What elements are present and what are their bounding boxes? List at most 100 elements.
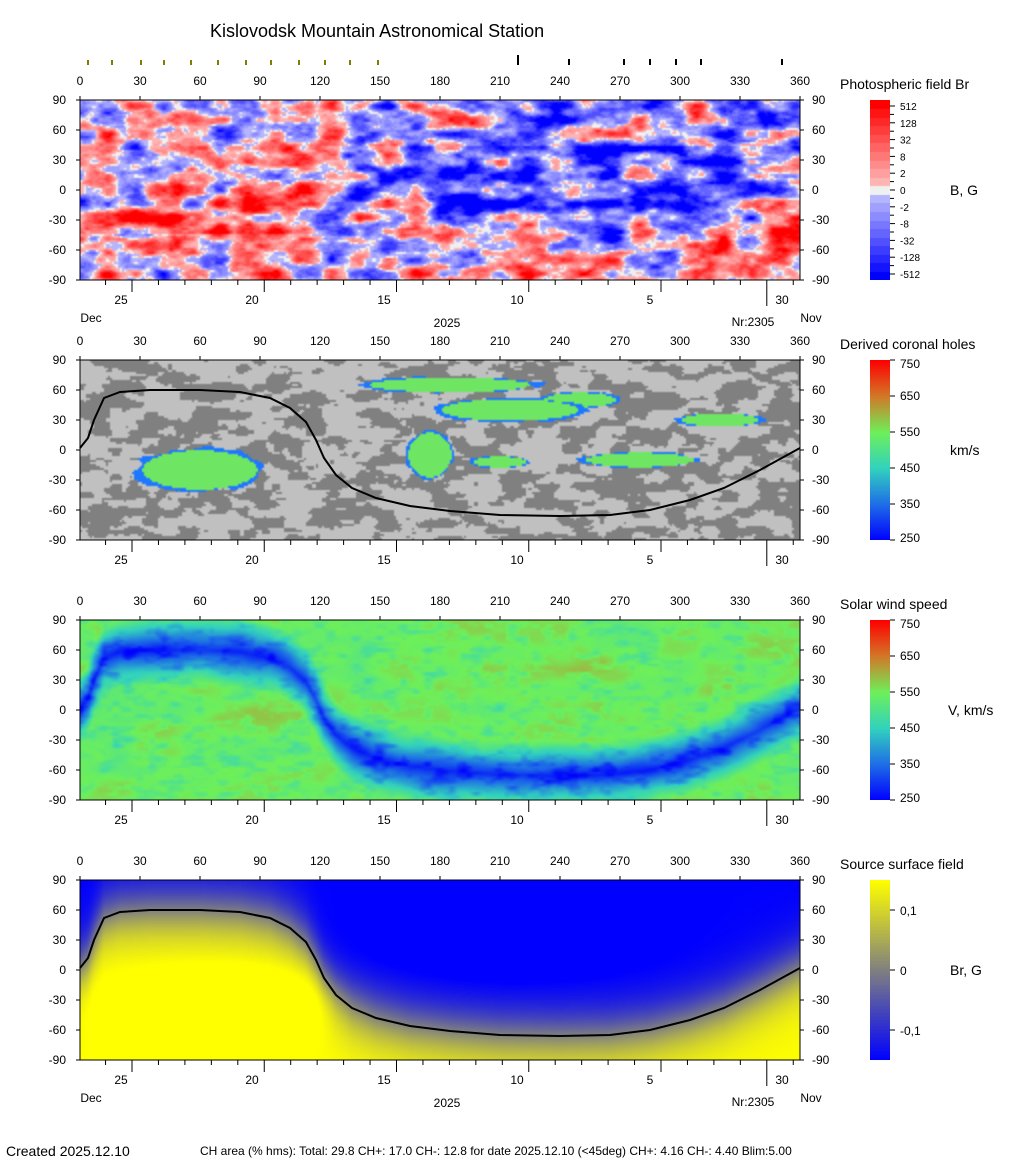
- lat-tick-label-right: -30: [812, 993, 830, 1007]
- lon-tick-label: 150: [370, 594, 390, 608]
- lat-tick-label-right: 60: [812, 383, 826, 397]
- colorbar-tick-label: 750: [900, 357, 920, 371]
- colorbar-tick-label: -2: [900, 203, 909, 214]
- lat-tick-label-left: -30: [49, 473, 67, 487]
- colorbar-tick-label: 512: [900, 102, 917, 113]
- photospheric-heatmap: [80, 100, 800, 280]
- colorbar-tick-label: 350: [900, 757, 920, 771]
- colorbar-tick-label: 250: [900, 531, 920, 545]
- lon-tick-label: 210: [490, 334, 510, 348]
- colorbar-tick-label: 250: [900, 791, 920, 805]
- lat-tick-label-left: -30: [49, 993, 67, 1007]
- lat-tick-label-right: 30: [812, 673, 826, 687]
- lon-tick-label: 300: [670, 74, 690, 88]
- colorbar-tick-label: -128: [900, 253, 920, 264]
- lat-tick-label-right: 30: [812, 933, 826, 947]
- colorbar-tick-label: 650: [900, 649, 920, 663]
- lat-tick-label-left: 90: [53, 873, 67, 887]
- lat-tick-label-right: -90: [812, 1053, 830, 1067]
- lat-tick-label-right: 0: [812, 703, 819, 717]
- colorbar-tick-label: 0: [900, 964, 907, 978]
- lat-tick-label-right: -60: [812, 1023, 830, 1037]
- lon-tick-label: 60: [193, 594, 207, 608]
- day-label: 10: [510, 553, 524, 567]
- day-label: 15: [377, 293, 391, 307]
- lat-tick-label-left: 0: [59, 703, 66, 717]
- colorbar-tick-label: 2: [900, 169, 906, 180]
- lat-tick-label-right: -90: [812, 533, 830, 547]
- colorbar-tick-label: 650: [900, 389, 920, 403]
- lat-tick-label-left: -30: [49, 213, 67, 227]
- lon-tick-label: 120: [310, 334, 330, 348]
- photospheric-frame: [79, 99, 801, 281]
- day-label: 30: [775, 813, 789, 827]
- photospheric-unit-label: B, G: [950, 182, 979, 198]
- colorbar-tick-label: 128: [900, 119, 917, 130]
- solar-wind-unit-label: V, km/s: [948, 702, 994, 718]
- colorbar-tick-label: 550: [900, 425, 920, 439]
- lon-tick-label: 180: [430, 74, 450, 88]
- day-label: 15: [377, 813, 391, 827]
- lon-tick-label: 360: [790, 854, 810, 868]
- lon-tick-label: 360: [790, 334, 810, 348]
- colorbar-tick-label: -512: [900, 270, 920, 281]
- lon-tick-label: 300: [670, 854, 690, 868]
- lat-tick-label-left: -90: [49, 273, 67, 287]
- day-label: 25: [114, 813, 128, 827]
- lon-tick-label: 270: [610, 594, 630, 608]
- lon-tick-label: 240: [550, 74, 570, 88]
- colorbar-tick-label: 0: [900, 186, 906, 197]
- lat-tick-label-left: 0: [59, 183, 66, 197]
- source-surface-unit-label: Br, G: [950, 962, 982, 978]
- created-date: Created 2025.12.10: [6, 1143, 130, 1159]
- lon-tick-label: 90: [253, 74, 267, 88]
- coronal-holes-colorbar-title: Derived coronal holes: [840, 336, 976, 352]
- lat-tick-label-right: 30: [812, 413, 826, 427]
- lon-tick-label: 30: [133, 74, 147, 88]
- lat-tick-label-right: 90: [812, 873, 826, 887]
- lat-tick-label-right: 60: [812, 643, 826, 657]
- colorbar-tick-label: 550: [900, 685, 920, 699]
- lat-tick-label-right: 90: [812, 93, 826, 107]
- lon-tick-label: 270: [610, 334, 630, 348]
- day-label: 30: [775, 553, 789, 567]
- lon-tick-label: 90: [253, 334, 267, 348]
- lat-tick-label-left: 0: [59, 443, 66, 457]
- solar-wind-frame: [79, 619, 801, 801]
- lon-tick-label: 210: [490, 594, 510, 608]
- lon-tick-label: 90: [253, 854, 267, 868]
- month-label-dec: Dec: [80, 311, 101, 325]
- month-label-nov: Nov: [800, 1091, 821, 1105]
- source-surface-colorbar-title: Source surface field: [840, 856, 964, 872]
- lat-tick-label-right: 60: [812, 123, 826, 137]
- day-label: 5: [647, 553, 654, 567]
- lat-tick-label-left: 90: [53, 353, 67, 367]
- lat-tick-label-right: -30: [812, 473, 830, 487]
- lon-tick-label: 210: [490, 854, 510, 868]
- lat-tick-label-left: -90: [49, 533, 67, 547]
- colorbar-tick-label: -8: [900, 220, 909, 231]
- day-label: 10: [510, 813, 524, 827]
- day-label: 30: [775, 293, 789, 307]
- lat-tick-label-left: -60: [49, 763, 67, 777]
- solar-wind-colorbar-title: Solar wind speed: [840, 596, 948, 612]
- lon-tick-label: 240: [550, 334, 570, 348]
- lon-tick-label: 360: [790, 74, 810, 88]
- colorbar-tick-label: 350: [900, 497, 920, 511]
- lon-tick-label: 210: [490, 74, 510, 88]
- lat-tick-label-left: 30: [53, 673, 67, 687]
- day-label: 10: [510, 1073, 524, 1087]
- lon-tick-label: 300: [670, 594, 690, 608]
- lon-tick-label: 120: [310, 854, 330, 868]
- lon-tick-label: 180: [430, 594, 450, 608]
- coronal-holes-colorbar: [870, 360, 890, 540]
- solar-wind-colorbar: [870, 620, 890, 800]
- lat-tick-label-right: 0: [812, 183, 819, 197]
- colorbar-tick-label: 450: [900, 461, 920, 475]
- lat-tick-label-right: -30: [812, 213, 830, 227]
- photospheric-colorbar-title: Photospheric field Br: [840, 76, 970, 92]
- carrington-rotation-label: Nr:2305: [732, 315, 775, 329]
- lon-tick-label: 330: [730, 74, 750, 88]
